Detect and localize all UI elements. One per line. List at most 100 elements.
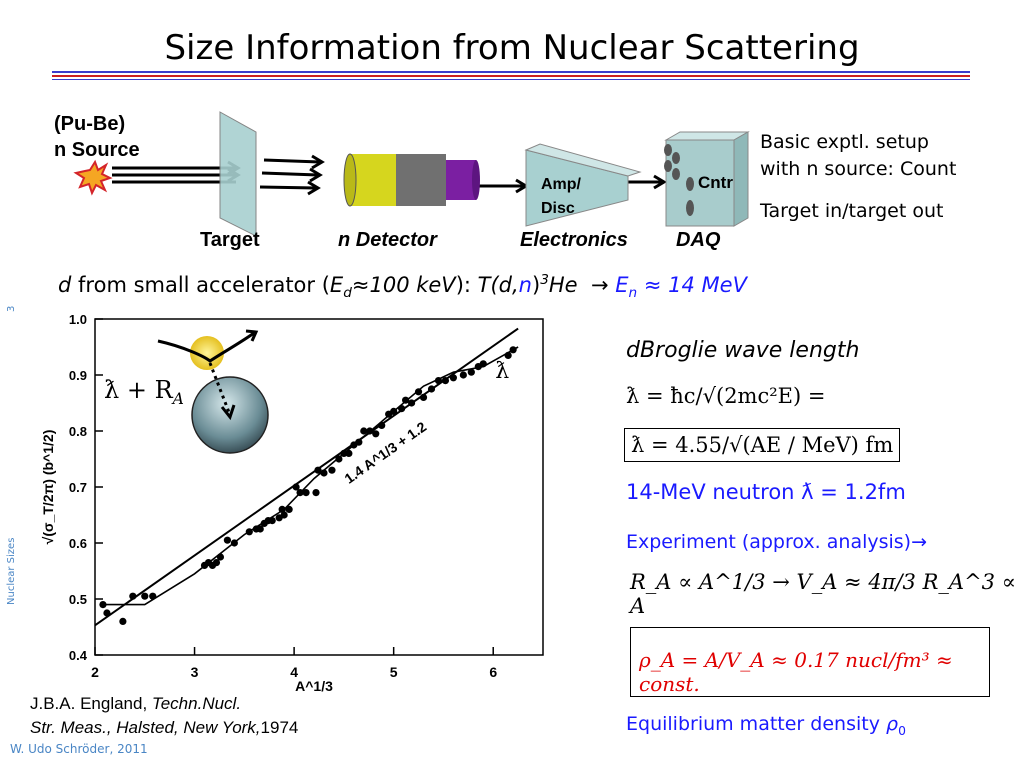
slide-title: Size Information from Nuclear Scattering [164,28,860,68]
data-point [459,371,467,379]
source-label-2: n Source [54,139,140,161]
dbroglie-title: dBroglie wave length [626,338,860,363]
setup-diagram [73,111,750,237]
trajectory-curve [157,331,255,363]
x-tick-label: 2 [91,664,99,680]
page-number: 3 [6,305,17,312]
reaction-E-sub: d [343,285,352,302]
scaling-relation: R_A ∝ A^1/3 → V_A ≈ 4π/3 R_A^3 ∝ A [630,570,1016,618]
reference-line-1: J.B.A. England, Techn.Nucl. [30,694,241,714]
reference-year: 1974 [260,718,299,737]
title-rule-red [52,75,970,77]
y-axis-label: √(σ_T/2π) (b^1/2) [40,430,56,545]
nucleus-illustration [157,329,269,454]
fit-line-label: 1.4 A^1/3 + 1.2 [341,418,429,486]
rho-symbol: ρ [886,713,899,735]
reference-author: J.B.A. England, [30,694,152,713]
neutron-wavelength: 14-MeV neutron ƛ = 1.2fm [626,480,906,504]
data-point [360,427,368,435]
reference-line-2: Str. Meas., Halsted, New York,1974 [30,718,298,738]
reference-journal: Techn.Nucl. [151,694,242,713]
y-tick-label: 1.0 [69,312,87,327]
cross-section-chart: 0.4 0.5 0.6 0.7 0.8 0.9 1.0 2 3 4 5 6 A^1/3 √(σ_T/2π)… [33,305,565,705]
density-formula-box: ρ_A = A/V_A ≈ 0.17 nucl/fm³ ≈ const. [630,627,990,697]
data-point [119,617,127,625]
amp-label-2: Disc [541,200,575,217]
lambda-plus-R-label: ƛ + RA [104,376,184,408]
counter-box [664,131,750,227]
lambda-curve-label: ƛ [495,359,509,384]
data-point [467,368,475,376]
reaction-d: d [58,273,72,297]
reaction-mass: 3 [540,272,549,288]
reaction-from: from small accelerator ( [78,273,330,297]
data-point [302,489,310,497]
detector-label: n Detector [338,229,437,251]
amp-disc-box [524,143,642,227]
x-tick-label: 6 [489,664,497,680]
reference-publisher: Str. Meas., Halsted, New York, [30,718,261,737]
setup-description-3: Target in/target out [760,200,944,222]
equilibrium-density: Equilibrium matter density ρ0 [626,713,906,738]
data-point [141,592,149,600]
title-rule-blue-2 [52,79,970,80]
data-point [372,430,380,438]
data-point [212,559,221,567]
electronics-label: Electronics [520,229,628,251]
lambda-formula-box: ƛ = 4.55/√(AE / MeV) fm [624,428,901,462]
reaction-line: d from small accelerator (Ed≈100 keV): T… [58,272,747,301]
radius-arrow [208,362,232,416]
data-point [414,388,423,396]
reaction-energy: ≈ 14 MeV [643,273,747,297]
y-tick-label: 0.4 [69,648,88,663]
data-point [256,525,264,533]
setup-description-2: with n source: Count [760,158,957,180]
y-tick-label: 0.9 [69,368,87,383]
data-point [223,536,232,544]
daq-label: DAQ [676,229,721,251]
side-topic-label: Nuclear Sizes [6,537,17,605]
y-tick-label: 0.7 [69,480,87,495]
source-label-1: (Pu-Be) [54,113,126,135]
reaction-arrow: → [590,273,609,297]
y-tick-label: 0.8 [69,424,87,439]
source-star-icon [73,159,113,196]
setup-description-1: Basic exptl. setup [760,131,929,153]
target-label: Target [200,229,260,251]
data-point [312,489,320,497]
counter-label: Cntr [698,173,733,192]
reaction-He: He [548,273,578,297]
reaction-En: E [615,273,629,297]
reaction-n: n [518,273,532,297]
neutron-blob [190,336,224,370]
amp-label-1: Amp/ [541,176,581,193]
x-tick-label: 5 [390,664,398,680]
target-plate [219,111,257,237]
lambda-plus-R-text: ƛ + R [104,376,173,404]
y-tick-label: 0.5 [69,592,87,607]
reaction-paren2: ) [531,273,541,297]
trend-curve [99,346,519,606]
data-point [328,466,336,474]
x-tick-label: 4 [290,664,298,680]
reaction-approx: ≈100 keV [351,273,456,297]
data-point [280,511,288,519]
lambda-definition: ƛ = ħc/√(2mc²E) = [626,384,826,408]
reaction-En-sub: n [628,285,638,302]
neutron-beam-arrows [112,154,667,196]
title-rule-blue [52,71,970,73]
reaction-E: E [329,273,344,297]
equilibrium-text: Equilibrium matter density [626,713,880,735]
reaction-T: T [477,273,491,297]
experiment-label: Experiment (approx. analysis)→ [626,531,928,553]
fit-line [94,327,519,627]
y-tick-label: 0.6 [69,536,87,551]
reaction-close: ): [455,273,478,297]
lambda-plus-R-sub: A [172,389,184,408]
data-point [335,455,343,463]
x-tick-label: 3 [191,664,199,680]
rho-sub: 0 [898,723,906,738]
reaction-paren: (d, [490,273,519,297]
neutron-detector-icon [343,153,480,207]
author-credit: W. Udo Schröder, 2011 [10,742,148,756]
